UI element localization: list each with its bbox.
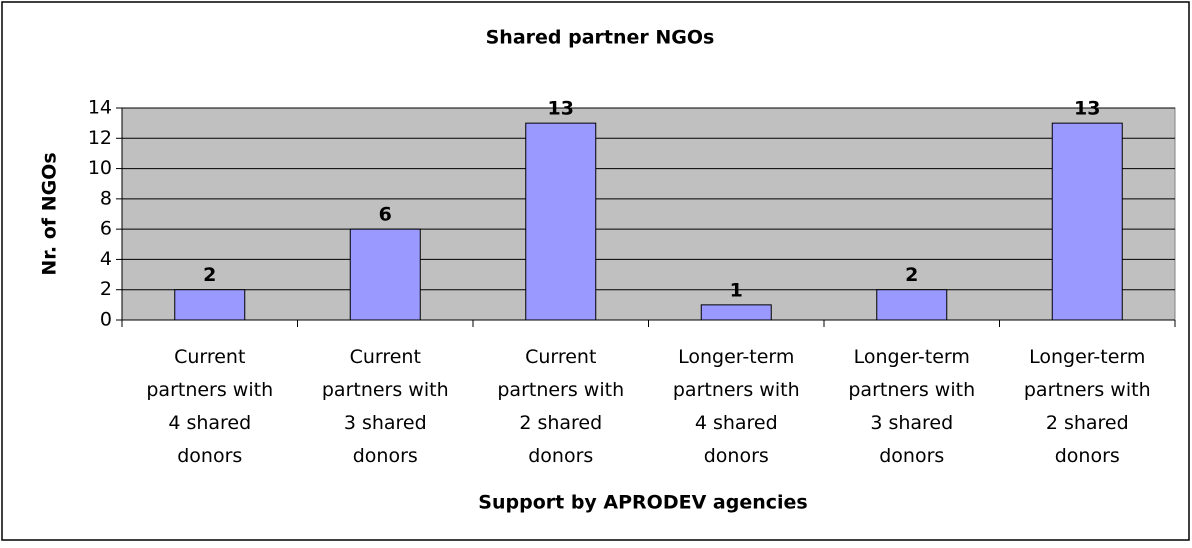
x-tick-label: Current partners with 3 shared donors [322, 346, 449, 467]
y-axis-title: Nr. of NGOs [39, 152, 61, 275]
value-label: 2 [203, 264, 216, 286]
bar [876, 289, 948, 321]
x-tick-label: Longer-term partners with 2 shared donors [1024, 346, 1151, 467]
y-tick-label: 4 [100, 248, 112, 270]
x-tick-label: Longer-term partners with 4 shared donors [673, 346, 800, 467]
x-tick-label: Longer-term partners with 3 shared donors [848, 346, 975, 467]
y-tick-label: 14 [88, 97, 112, 119]
chart-title: Shared partner NGOs [486, 27, 715, 49]
bar [525, 122, 597, 321]
y-tick-label: 8 [100, 187, 112, 209]
bar [174, 289, 246, 321]
x-tick-label: Current partners with 4 shared donors [146, 346, 273, 467]
x-tick-label: Current partners with 2 shared donors [497, 346, 624, 467]
y-tick-label: 2 [100, 278, 112, 300]
value-label: 6 [379, 204, 392, 226]
bar [700, 304, 772, 321]
y-tick-label: 6 [100, 218, 112, 240]
bar [349, 228, 421, 321]
value-label: 2 [905, 264, 918, 286]
value-label: 13 [548, 98, 574, 120]
value-label: 13 [1074, 98, 1100, 120]
bar [1051, 122, 1123, 321]
x-axis-title: Support by APRODEV agencies [478, 492, 807, 514]
y-tick-label: 0 [100, 309, 112, 331]
plot-area [121, 107, 1176, 321]
value-label: 1 [730, 279, 743, 301]
y-tick-label: 12 [88, 127, 112, 149]
y-tick-label: 10 [88, 157, 112, 179]
